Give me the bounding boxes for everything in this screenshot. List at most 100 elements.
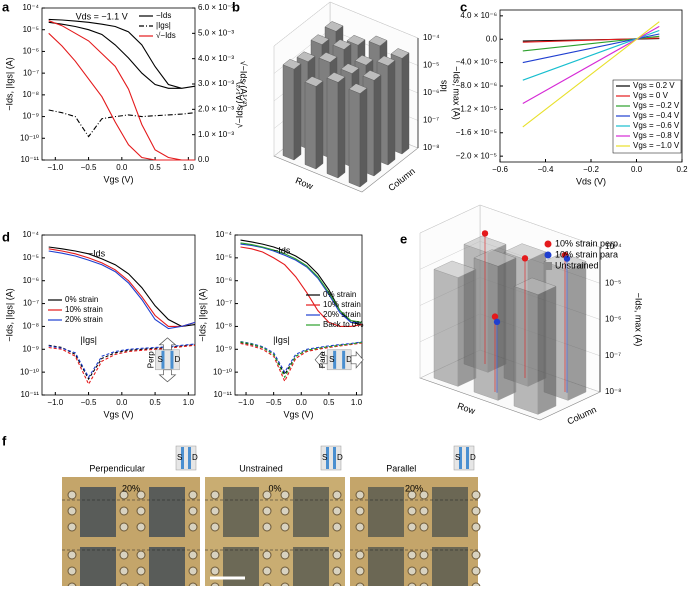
bar-top xyxy=(513,277,557,295)
bar-face-right xyxy=(567,261,587,401)
bar-face-left xyxy=(473,257,499,401)
x-tick-label: 0.0 xyxy=(116,398,128,407)
bar-face-right xyxy=(293,63,302,161)
y-tick-label: 10⁻⁹ xyxy=(22,112,39,121)
bar-face-right xyxy=(315,80,324,170)
x-tick-label: 0.5 xyxy=(323,398,335,407)
series-line xyxy=(48,20,195,161)
x-tick-label: 0.5 xyxy=(150,163,162,172)
series-line xyxy=(48,109,196,138)
series-line xyxy=(48,246,196,327)
pad xyxy=(119,506,129,516)
dot xyxy=(491,313,499,320)
device xyxy=(149,547,185,591)
series-line xyxy=(48,250,196,330)
pad xyxy=(119,490,129,500)
pad xyxy=(136,550,146,560)
x-tick-label: 1.0 xyxy=(183,398,195,407)
bar-top xyxy=(346,34,366,46)
device xyxy=(368,487,404,537)
pad xyxy=(280,522,290,532)
drain-label: D xyxy=(337,453,343,462)
pad xyxy=(262,566,272,576)
bar-top xyxy=(318,52,338,63)
annotation: |Igs| xyxy=(80,335,97,345)
y-tick-label: −2.0 × 10⁻⁵ xyxy=(456,151,497,160)
y-axis-label: −Ids, |Igs| (A) xyxy=(4,288,14,341)
electrode xyxy=(333,350,337,369)
bar-face-left xyxy=(433,269,459,387)
pad xyxy=(136,490,146,500)
x-tick-label: −0.5 xyxy=(81,398,97,407)
y2-tick-label: 6.0 × 10⁻³ xyxy=(198,3,234,12)
x-tick-label: −1.0 xyxy=(47,398,63,407)
bar-top xyxy=(376,55,396,67)
z-axis-label: −Ids, max (A) xyxy=(452,66,462,120)
pad xyxy=(471,506,481,516)
legend-label: Vgs = −0.8 V xyxy=(633,131,680,140)
pad xyxy=(262,522,272,532)
bar-top xyxy=(473,249,517,267)
legend-label: Vgs = −1.0 V xyxy=(633,141,680,150)
device xyxy=(293,547,329,591)
z-tick-label: 10⁻⁵ xyxy=(423,61,439,70)
x-tick-label: −0.4 xyxy=(538,165,554,174)
pad xyxy=(210,490,220,500)
legend-swatch xyxy=(544,251,552,259)
y-tick-label: 4.0 × 10⁻⁶ xyxy=(460,11,497,20)
source-label: S xyxy=(455,453,460,462)
point xyxy=(563,255,571,393)
y-tick-label: 10⁻⁸ xyxy=(23,90,40,99)
pad xyxy=(67,490,77,500)
y-tick-label: 0.0 xyxy=(486,34,498,43)
pad xyxy=(210,506,220,516)
bar xyxy=(348,83,368,188)
legend-label: Vgs = 0 V xyxy=(633,91,669,100)
bar-face-right xyxy=(359,87,368,188)
series-line xyxy=(240,246,363,327)
annotation: Vds = −1.1 V xyxy=(76,11,128,21)
bar-face-left xyxy=(348,88,361,188)
legend-label: 10% strain xyxy=(65,305,103,314)
y-tick-label: 10⁻⁷ xyxy=(23,68,39,77)
legend-label: 0% strain xyxy=(65,295,98,304)
y-tick-label: 10⁻¹¹ xyxy=(214,390,233,399)
strain-label: 0% xyxy=(268,483,281,493)
bar-face-right xyxy=(457,268,477,387)
x-axis-label: Vgs (V) xyxy=(103,174,133,184)
electrode xyxy=(342,350,346,369)
bar-face-left xyxy=(304,81,317,170)
annotation: −Ids xyxy=(273,245,291,255)
pad xyxy=(119,522,129,532)
y2-axis-label: √−Ids (A¹ᐟ²) xyxy=(239,61,249,108)
z-tick-label: 10⁻⁷ xyxy=(423,116,439,125)
z-tick-label: 10⁻⁵ xyxy=(605,278,621,287)
legend-label: |Igs| xyxy=(156,21,171,30)
legend-label: Back to 0% xyxy=(323,320,363,329)
pad xyxy=(280,506,290,516)
bar-top xyxy=(368,35,388,47)
pad xyxy=(355,566,365,576)
source-label: S xyxy=(322,453,327,462)
y2-tick-label: 0.0 xyxy=(198,155,210,164)
pad xyxy=(419,566,429,576)
drain-label: D xyxy=(192,453,198,462)
electrode xyxy=(333,447,336,469)
device xyxy=(80,487,116,537)
z-tick-label: 10⁻⁴ xyxy=(423,33,440,42)
pad xyxy=(419,550,429,560)
legend-label: 10% strain para xyxy=(555,249,618,259)
device xyxy=(293,487,329,537)
series-line xyxy=(240,340,363,374)
x-tick-label: 1.0 xyxy=(183,163,195,172)
bar-top xyxy=(390,48,410,59)
y-tick-label: 10⁻¹⁰ xyxy=(20,367,39,376)
strain-arrow xyxy=(158,369,177,383)
series-line xyxy=(522,21,660,128)
legend-label: 20% strain xyxy=(323,310,361,319)
y-tick-label: 10⁻⁴ xyxy=(22,3,39,12)
column-label: Column xyxy=(386,166,417,193)
x-tick-label: 0.2 xyxy=(676,165,688,174)
pad xyxy=(188,490,198,500)
x-tick-label: −1.0 xyxy=(238,398,254,407)
